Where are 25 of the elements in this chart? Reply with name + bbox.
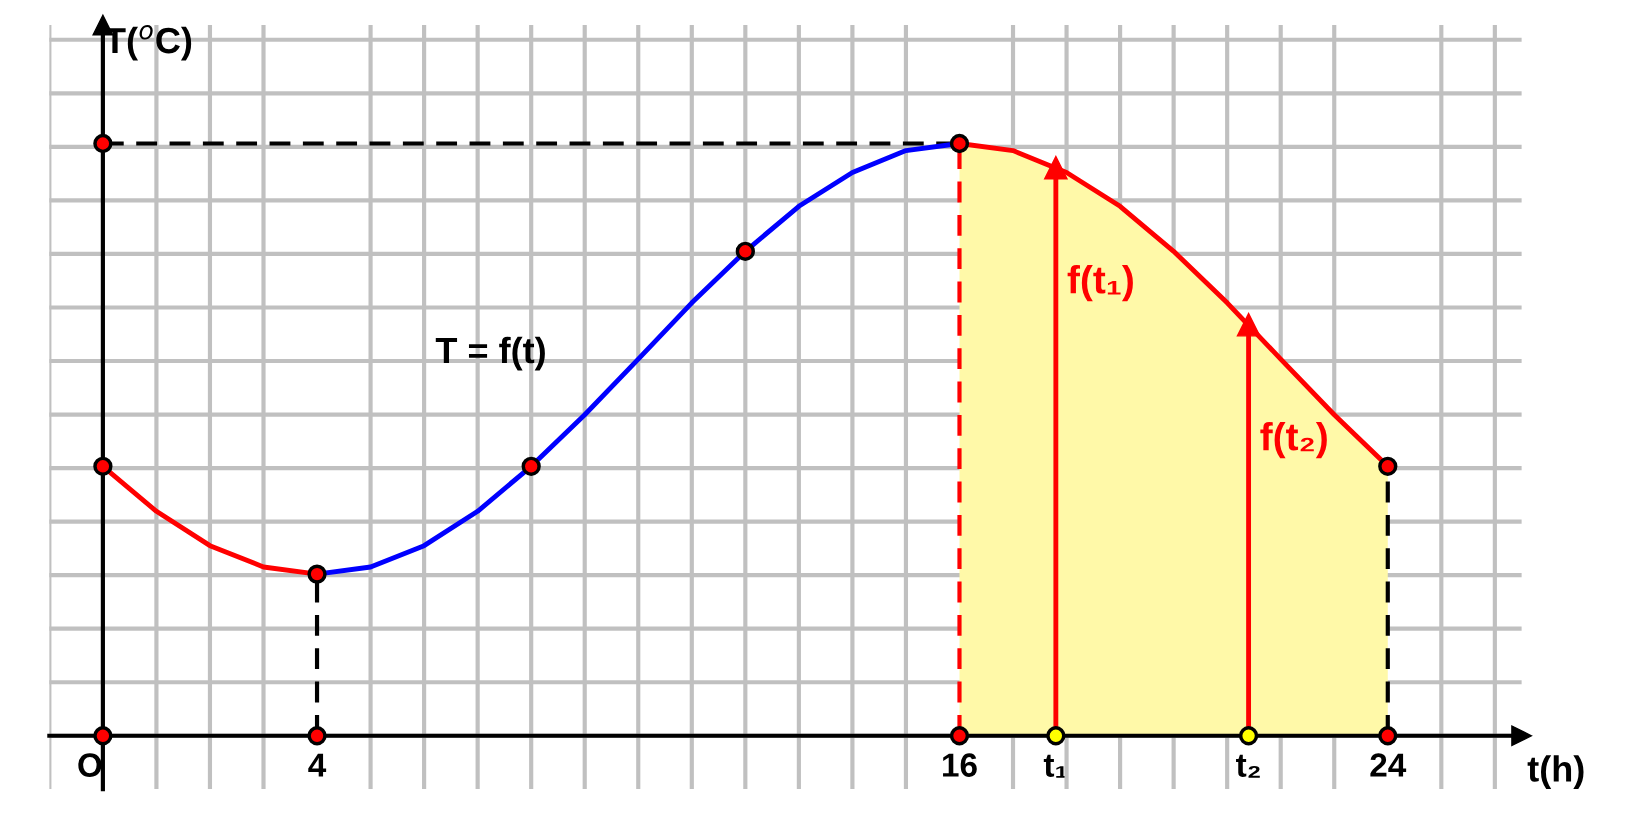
point — [307, 726, 327, 746]
x-tick-label: 16 — [943, 753, 977, 777]
x-tick-label: t₂ — [1236, 754, 1260, 778]
point — [1378, 726, 1398, 746]
point — [307, 564, 327, 584]
point — [1378, 456, 1398, 476]
point — [1238, 726, 1259, 746]
x-tick-label: 4 — [308, 753, 327, 777]
x-axis-title: t(h) — [1527, 755, 1584, 789]
point — [1046, 726, 1066, 746]
point — [949, 726, 970, 746]
annotation: f(t₂) — [1260, 421, 1327, 459]
point — [93, 726, 113, 746]
point — [1236, 312, 1261, 337]
x-tick-label: 24 — [1370, 753, 1407, 777]
point — [93, 133, 113, 154]
x-tick-label: O — [78, 753, 102, 777]
annotation: T = f(t) — [435, 336, 545, 371]
annotation: f(t₁) — [1067, 265, 1133, 302]
point — [1044, 155, 1068, 180]
point — [949, 133, 970, 154]
point — [93, 456, 113, 476]
point — [521, 456, 541, 476]
x-tick-label: t₁ — [1043, 754, 1068, 778]
point — [735, 241, 755, 261]
